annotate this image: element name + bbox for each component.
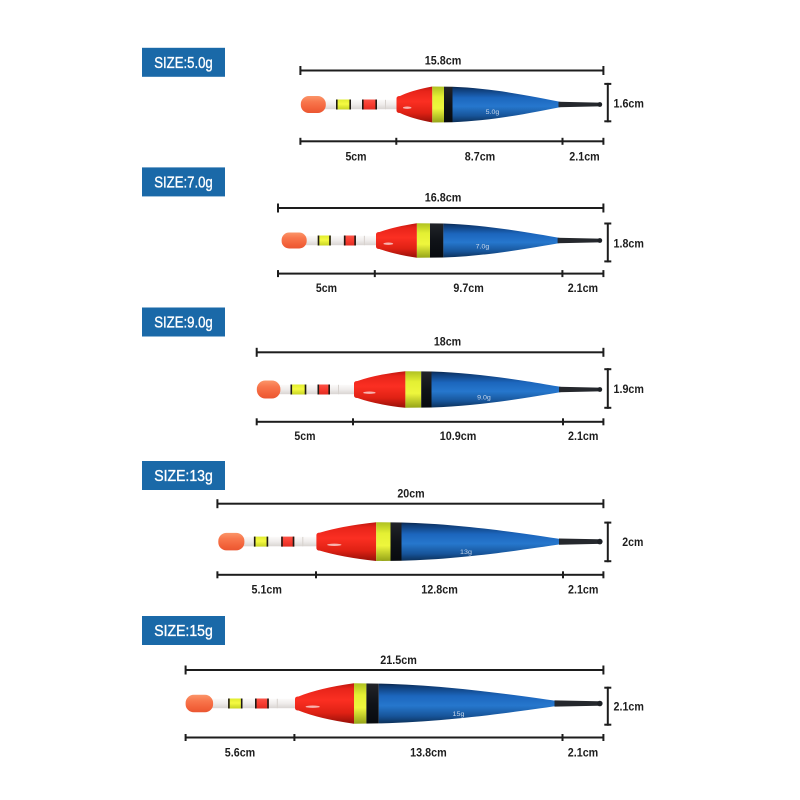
svg-text:10.9cm: 10.9cm <box>440 429 477 443</box>
svg-text:5.0g: 5.0g <box>486 109 500 116</box>
svg-text:2.1cm: 2.1cm <box>568 745 598 759</box>
svg-text:8.7cm: 8.7cm <box>465 149 495 163</box>
svg-text:2.1cm: 2.1cm <box>568 429 598 443</box>
svg-text:1.9cm: 1.9cm <box>614 382 644 396</box>
svg-text:1.8cm: 1.8cm <box>614 236 644 250</box>
svg-text:2.1cm: 2.1cm <box>614 700 644 714</box>
svg-text:16.8cm: 16.8cm <box>425 190 462 204</box>
svg-text:12.8cm: 12.8cm <box>421 583 458 597</box>
svg-text:9.0g: 9.0g <box>477 395 491 402</box>
svg-text:1.6cm: 1.6cm <box>614 97 644 111</box>
svg-text:SIZE:9.0g: SIZE:9.0g <box>154 315 213 332</box>
svg-text:5.6cm: 5.6cm <box>225 745 255 759</box>
svg-text:SIZE:5.0g: SIZE:5.0g <box>154 55 213 72</box>
svg-text:2.1cm: 2.1cm <box>568 583 598 597</box>
svg-text:SIZE:7.0g: SIZE:7.0g <box>154 175 213 192</box>
svg-text:SIZE:13g: SIZE:13g <box>154 468 213 485</box>
svg-text:5cm: 5cm <box>345 149 366 163</box>
svg-text:15.8cm: 15.8cm <box>425 53 462 67</box>
svg-text:5cm: 5cm <box>316 281 337 295</box>
svg-text:5cm: 5cm <box>294 429 315 443</box>
svg-text:15g: 15g <box>453 711 465 718</box>
svg-text:2cm: 2cm <box>622 535 643 549</box>
svg-text:18cm: 18cm <box>434 335 461 349</box>
svg-text:20cm: 20cm <box>397 486 424 500</box>
svg-text:9.7cm: 9.7cm <box>453 281 483 295</box>
svg-text:2.1cm: 2.1cm <box>568 281 598 295</box>
svg-text:2.1cm: 2.1cm <box>569 149 599 163</box>
svg-text:21.5cm: 21.5cm <box>380 653 417 667</box>
svg-text:7.0g: 7.0g <box>476 244 490 251</box>
svg-text:13g: 13g <box>460 549 472 556</box>
svg-text:SIZE:15g: SIZE:15g <box>154 623 213 640</box>
svg-text:13.8cm: 13.8cm <box>410 745 447 759</box>
svg-text:5.1cm: 5.1cm <box>252 583 282 597</box>
